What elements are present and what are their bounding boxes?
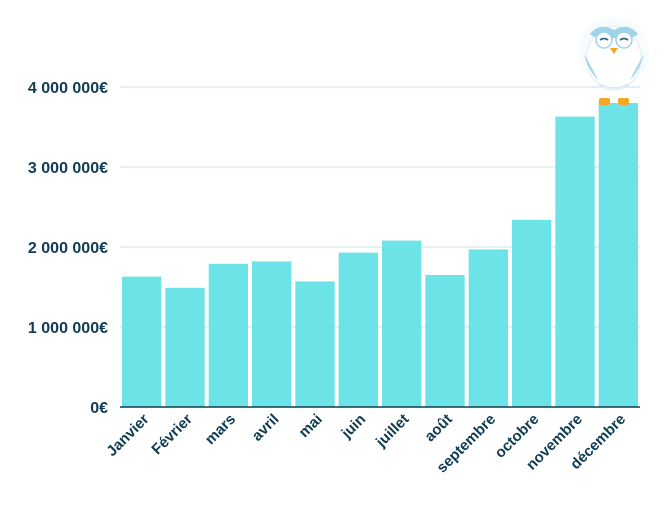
bar-10 — [555, 116, 595, 407]
y-tick-label: 0€ — [90, 400, 108, 417]
bar-1 — [165, 287, 205, 407]
y-axis-ticks: 0€ 1 000 000€ 2 000 000€ 3 000 000€ 4 000 00… — [28, 80, 108, 417]
bar-7 — [425, 275, 465, 407]
y-tick-label: 2 000 000€ — [28, 240, 108, 257]
x-tick-label: avril — [249, 411, 283, 445]
bar-0 — [122, 276, 162, 407]
x-tick-label: mai — [296, 411, 326, 441]
x-tick-label: août — [421, 411, 455, 445]
bar-5 — [338, 252, 378, 407]
x-tick-label: juillet — [372, 411, 412, 451]
y-tick-label: 3 000 000€ — [28, 160, 108, 177]
bar-6 — [382, 240, 422, 407]
bar-3 — [252, 261, 292, 407]
bar-2 — [208, 263, 248, 407]
x-tick-label: Janvier — [103, 411, 152, 460]
x-tick-label: juin — [338, 411, 370, 443]
x-tick-label: mars — [202, 411, 239, 448]
bar-8 — [468, 249, 508, 407]
bar-4 — [295, 281, 335, 407]
bar-9 — [512, 219, 552, 407]
grid-lines — [120, 86, 640, 328]
y-tick-label: 1 000 000€ — [28, 320, 108, 337]
bar-11 — [598, 103, 638, 407]
y-tick-label: 4 000 000€ — [28, 80, 108, 97]
owl-mascot-icon — [579, 17, 649, 105]
bars — [122, 103, 638, 407]
x-tick-label: Février — [148, 411, 196, 459]
